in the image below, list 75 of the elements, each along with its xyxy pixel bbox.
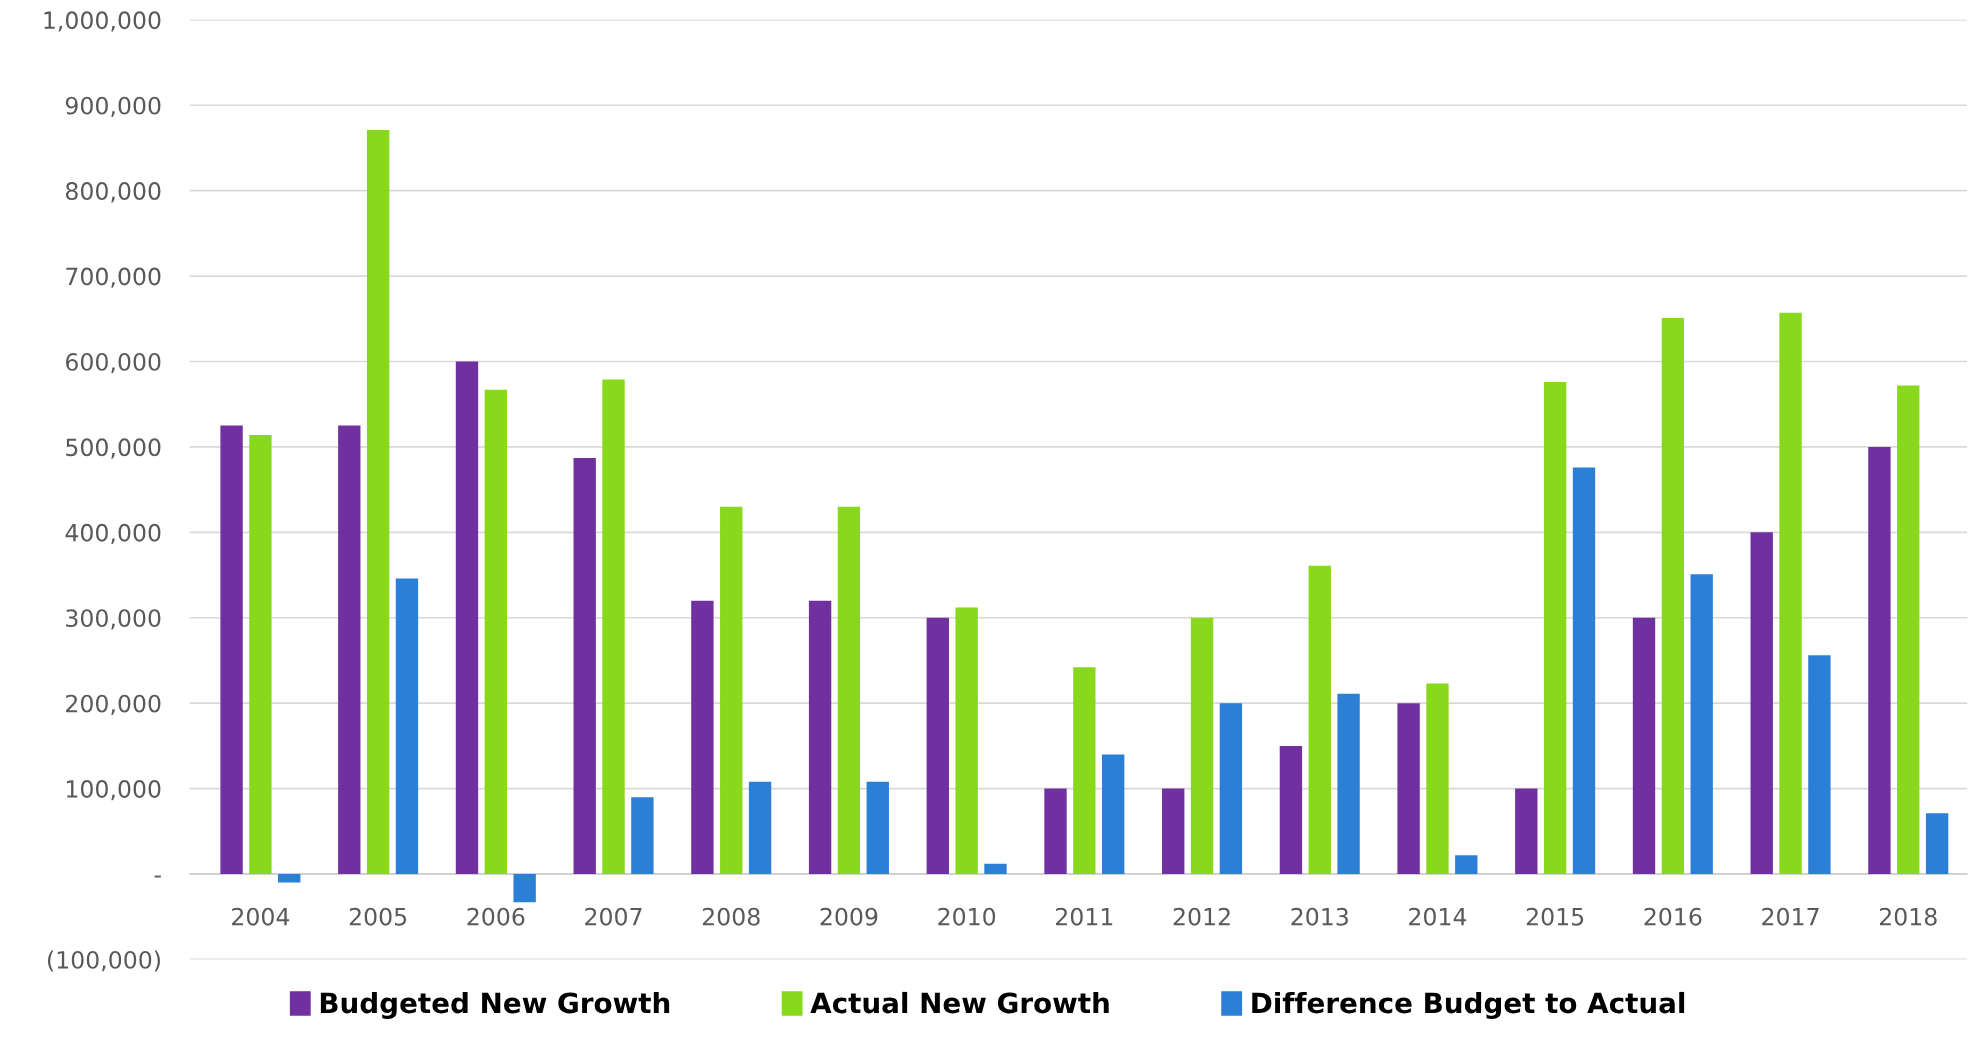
bar [837, 506, 861, 875]
bar [455, 361, 479, 875]
y-tick-label: (100,000) [47, 950, 160, 972]
x-tick-label: 2009 [820, 907, 878, 926]
bar [1162, 788, 1185, 875]
bar [1779, 312, 1802, 875]
bar [1868, 446, 1891, 875]
bar [748, 781, 772, 875]
bar [1808, 655, 1831, 875]
x-tick-label: 2006 [467, 907, 525, 926]
y-tick-label: 800,000 [65, 182, 161, 203]
y-tick-label: 100,000 [66, 780, 161, 801]
x-tick-label: 2004 [232, 907, 290, 926]
bar [808, 600, 832, 875]
bar [366, 130, 390, 875]
bar [631, 797, 654, 875]
legend-label: Actual New Growth [810, 991, 1109, 1014]
bar [1897, 385, 1920, 875]
bar [691, 600, 714, 875]
bar [1044, 788, 1067, 875]
x-tick-label: 2014 [1409, 907, 1467, 926]
bar [926, 617, 949, 875]
legend-label: Difference Budget to Actual [1252, 991, 1685, 1019]
x-tick-label: 2013 [1291, 907, 1348, 926]
y-tick-label: 300,000 [66, 609, 161, 630]
bar [1750, 532, 1773, 875]
bar [1308, 565, 1331, 875]
bar [1455, 855, 1478, 875]
y-tick-label: 200,000 [66, 694, 161, 715]
x-tick-label: 2010 [938, 907, 996, 926]
x-tick-label: 2011 [1056, 907, 1113, 926]
bar [984, 863, 1007, 875]
y-tick-label: 600,000 [66, 352, 161, 374]
y-tick-label: 400,000 [65, 523, 161, 545]
bar [866, 781, 889, 875]
bar [220, 425, 243, 875]
bar [249, 434, 272, 875]
bar [1219, 703, 1243, 875]
bar [1543, 382, 1567, 875]
bar [1190, 617, 1214, 875]
bar [1690, 574, 1713, 875]
bar [955, 607, 978, 875]
bar [338, 425, 361, 875]
bar [1397, 703, 1420, 875]
y-tick-label: 900,000 [65, 96, 161, 117]
bar [513, 874, 536, 903]
x-tick-label: 2012 [1173, 907, 1230, 926]
bar [484, 389, 507, 875]
bar [1426, 683, 1449, 875]
bar [602, 379, 625, 875]
bar [395, 578, 419, 875]
y-tick-label: 1,000,000 [44, 11, 161, 32]
bar [1515, 788, 1538, 875]
bar [278, 874, 301, 883]
y-tick-label: 500,000 [66, 438, 161, 459]
bar [1279, 745, 1303, 875]
x-tick-label: 2017 [1762, 907, 1819, 926]
bar [1661, 317, 1685, 875]
x-tick-label: 2018 [1879, 907, 1937, 926]
legend-label: Budgeted New Growth [320, 991, 670, 1019]
bar [1632, 617, 1656, 875]
bar [1337, 693, 1360, 875]
x-tick-label: 2016 [1644, 907, 1702, 926]
bar [1925, 813, 1949, 875]
bar [1073, 667, 1096, 875]
bar [1101, 754, 1125, 875]
x-tick-label: 2007 [585, 907, 642, 926]
x-tick-label: 2015 [1526, 907, 1584, 926]
y-tick-label: - [154, 875, 161, 878]
x-tick-label: 2008 [702, 907, 760, 926]
y-tick-label: 700,000 [66, 267, 161, 288]
x-tick-label: 2005 [349, 907, 407, 926]
bar [573, 458, 596, 875]
bar [720, 506, 743, 875]
bar [1572, 467, 1596, 875]
